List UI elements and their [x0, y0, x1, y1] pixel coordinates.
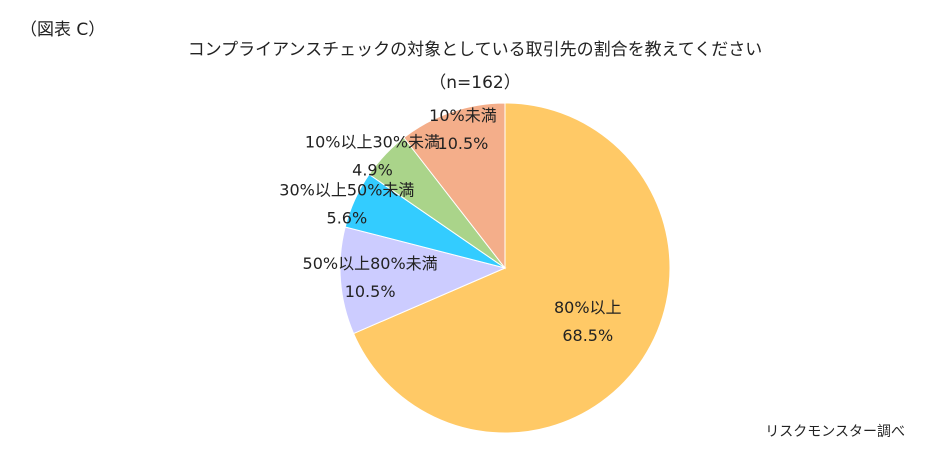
- pie-slice: [352, 102, 671, 434]
- slice-category-label: 10%以上30%未満: [305, 132, 440, 151]
- slice-category-label: 10%未満: [429, 106, 497, 125]
- pie-slice: [339, 226, 507, 335]
- slice-category-label: 30%以上50%未満: [279, 181, 414, 200]
- slice-category-label: 50%以上80%未満: [303, 254, 438, 273]
- chart-title: コンプライアンスチェックの対象としている取引先の割合を教えてください: [188, 40, 763, 60]
- pie-slice: [403, 102, 506, 270]
- slice-value-label: 10.5%: [345, 282, 396, 301]
- slice-value-label: 68.5%: [562, 326, 613, 345]
- figure-label: （図表 C）: [20, 20, 105, 40]
- slice-value-label: 5.6%: [327, 209, 368, 228]
- slice-value-label: 10.5%: [438, 134, 489, 153]
- chart-subtitle: （n=162）: [429, 73, 520, 93]
- slice-value-label: 4.9%: [352, 160, 393, 179]
- slice-category-label: 80%以上: [554, 298, 622, 317]
- pie: [339, 102, 671, 434]
- source-note: リスクモンスター調べ: [765, 424, 905, 440]
